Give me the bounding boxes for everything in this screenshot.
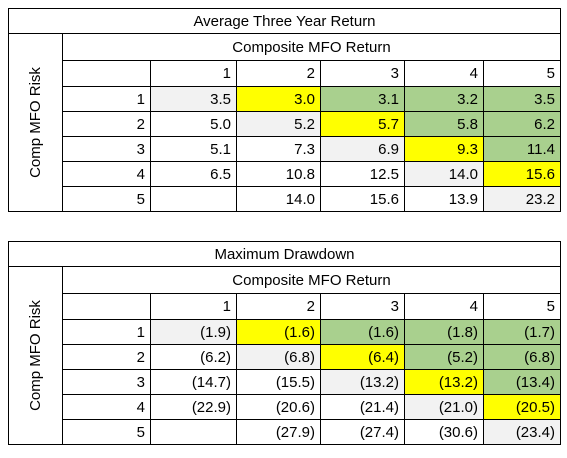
data-cell: (6.4) [320,344,405,370]
column-header: 1 [150,60,237,87]
data-cell: 3.2 [404,86,484,112]
table-title: Maximum Drawdown [8,241,561,267]
column-group-label: Composite MFO Return [62,266,561,294]
data-cell: 5.8 [404,111,484,137]
data-cell: 5.7 [320,111,405,137]
row-header: 4 [62,394,151,420]
data-cell: 11.4 [483,136,561,162]
column-header: 2 [236,60,321,87]
table-title: Average Three Year Return [8,8,561,34]
data-cell: (27.4) [320,419,405,445]
data-cell: (1.8) [404,319,484,345]
data-cell: (23.4) [483,419,561,445]
row-header: 1 [62,86,151,112]
data-cell: (1.6) [320,319,405,345]
row-header: 2 [62,344,151,370]
data-cell: (6.8) [483,344,561,370]
row-header: 5 [62,186,151,212]
column-header: 4 [404,60,484,87]
data-cell: (13.2) [404,369,484,395]
column-header: 5 [483,60,561,87]
data-cell: (1.9) [150,319,237,345]
data-cell: (1.6) [236,319,321,345]
row-header: 1 [62,319,151,345]
data-cell: 5.0 [150,111,237,137]
corner-cell [62,293,151,320]
data-cell: (15.5) [236,369,321,395]
data-cell: (14.7) [150,369,237,395]
data-cell: 9.3 [404,136,484,162]
row-header: 3 [62,369,151,395]
data-cell: 15.6 [320,186,405,212]
data-cell: (13.2) [320,369,405,395]
data-cell: 10.8 [236,161,321,187]
row-group-label: Comp MFO Risk [8,33,63,212]
data-cell: (6.8) [236,344,321,370]
data-cell: (20.5) [483,394,561,420]
column-header: 2 [236,293,321,320]
data-cell: (1.7) [483,319,561,345]
row-header: 2 [62,111,151,137]
data-cell: (21.0) [404,394,484,420]
data-cell: (30.6) [404,419,484,445]
data-cell: 5.1 [150,136,237,162]
row-header: 4 [62,161,151,187]
data-cell: (27.9) [236,419,321,445]
column-header: 5 [483,293,561,320]
data-cell: 7.3 [236,136,321,162]
data-cell: (21.4) [320,394,405,420]
data-cell: 14.0 [404,161,484,187]
data-cell [150,419,237,445]
column-header: 3 [320,293,405,320]
data-cell: 12.5 [320,161,405,187]
row-header: 3 [62,136,151,162]
data-cell: (22.9) [150,394,237,420]
corner-cell [62,60,151,87]
row-group-label: Comp MFO Risk [8,266,63,445]
column-header: 1 [150,293,237,320]
data-cell: 3.5 [150,86,237,112]
data-cell: (6.2) [150,344,237,370]
data-cell: (5.2) [404,344,484,370]
data-cell: 14.0 [236,186,321,212]
column-group-label: Composite MFO Return [62,33,561,61]
data-cell: 3.0 [236,86,321,112]
data-cell: 6.5 [150,161,237,187]
data-cell: 6.9 [320,136,405,162]
data-cell: 6.2 [483,111,561,137]
data-cell: (20.6) [236,394,321,420]
data-cell: (13.4) [483,369,561,395]
data-cell [150,186,237,212]
row-header: 5 [62,419,151,445]
column-header: 4 [404,293,484,320]
data-cell: 23.2 [483,186,561,212]
column-header: 3 [320,60,405,87]
data-cell: 15.6 [483,161,561,187]
data-cell: 3.5 [483,86,561,112]
data-cell: 5.2 [236,111,321,137]
data-cell: 3.1 [320,86,405,112]
data-cell: 13.9 [404,186,484,212]
